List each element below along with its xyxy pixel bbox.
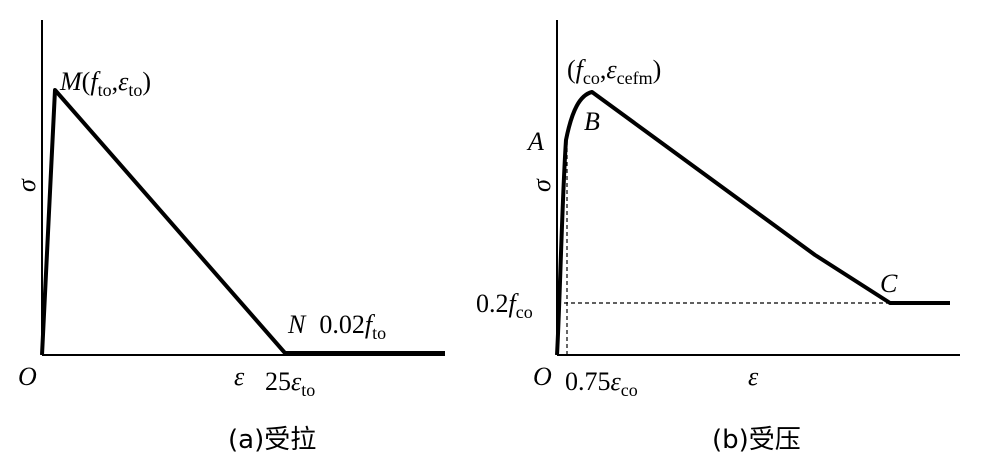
origin-label: O [533, 362, 552, 391]
x-axis-label: ε [748, 362, 759, 391]
label-part: ε [291, 367, 302, 396]
label-part: co [516, 302, 533, 322]
peak-label: (fco,εcefm) [567, 55, 661, 88]
tension-curve [40, 88, 445, 356]
caption: (a)受拉 [228, 425, 316, 455]
label-part: ε [606, 55, 617, 84]
label-part: , [600, 55, 607, 84]
label-part: ( [567, 55, 576, 84]
label-part: ε [118, 67, 129, 96]
label-part: N [287, 310, 307, 339]
label-part: ε [611, 367, 622, 396]
end-label: N 0.02fto [287, 310, 386, 343]
label-part: f [90, 67, 101, 96]
point-label: B [584, 107, 600, 136]
label-part: 25 [265, 367, 291, 396]
label-part: 0.2 [476, 289, 509, 318]
point-label: C [880, 269, 898, 298]
caption: (b)受压 [712, 425, 801, 455]
y-axis-label: σ [12, 178, 41, 192]
label-part: co [621, 380, 638, 400]
point-label: A [526, 127, 544, 156]
label-part: to [301, 380, 315, 400]
label-part: co [583, 68, 600, 88]
y-axis-label: σ [527, 178, 556, 192]
label-part: to [128, 80, 142, 100]
compression-curve [555, 90, 950, 356]
label-part: 0.02 [319, 310, 365, 339]
label-part: ) [653, 55, 662, 84]
residual-label: 0.2fco [476, 289, 533, 322]
label-part: f [509, 289, 520, 318]
strain-label: 25εto [265, 367, 315, 400]
label-part: 0.75 [565, 367, 611, 396]
label-part: to [372, 323, 386, 343]
label-part: , [112, 67, 119, 96]
label-part: ( [82, 67, 91, 96]
label-part: cefm [617, 68, 653, 88]
label-part: f [576, 55, 587, 84]
strain-label: 0.75εco [565, 367, 638, 400]
x-axis-label: ε [234, 362, 245, 391]
label-part: f [365, 310, 376, 339]
panel-b [555, 20, 960, 356]
label-part: to [98, 80, 112, 100]
panel-a [40, 20, 445, 356]
label-part: M [59, 67, 83, 96]
label-part: ) [142, 67, 151, 96]
origin-label: O [18, 362, 37, 391]
peak-label: M(fto,εto) [59, 67, 151, 100]
